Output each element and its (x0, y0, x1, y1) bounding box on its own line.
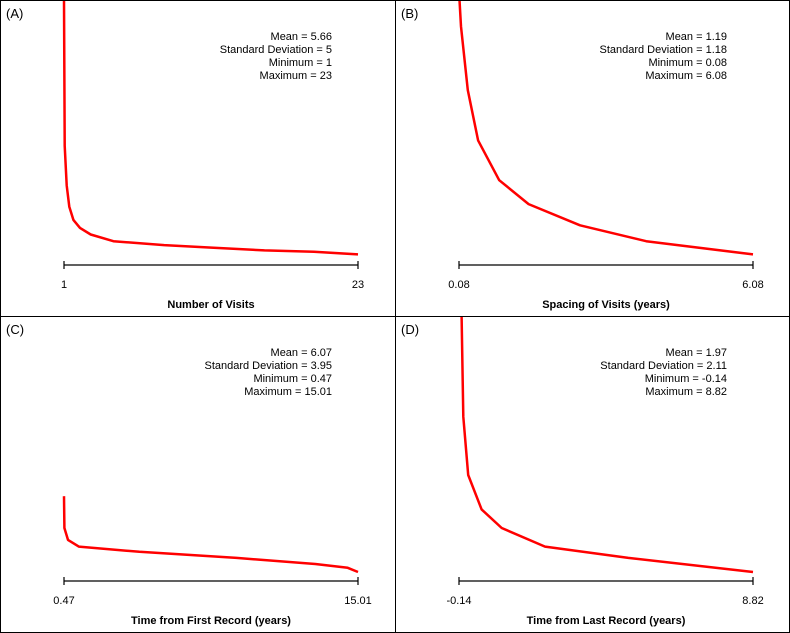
stat-line: Minimum = 0.08 (648, 57, 727, 69)
stat-line: Minimum = -0.14 (645, 373, 727, 385)
stat-line: Standard Deviation = 1.18 (599, 44, 727, 56)
stat-line: Mean = 1.97 (666, 347, 727, 359)
x-axis-title: Spacing of Visits (years) (542, 299, 670, 311)
density-curve (458, 1, 754, 256)
stat-line: Standard Deviation = 2.11 (600, 360, 727, 372)
stat-line: Maximum = 6.08 (645, 70, 727, 82)
x-tick-label: 15.01 (344, 595, 372, 607)
stat-line: Standard Deviation = 3.95 (204, 360, 332, 372)
panel-label: (B) (401, 6, 418, 21)
stat-line: Mean = 1.19 (666, 31, 727, 43)
x-tick-label: 0.47 (53, 595, 74, 607)
x-tick-label: 23 (352, 279, 364, 291)
x-tick-label: 8.82 (742, 595, 763, 607)
stat-line: Minimum = 1 (269, 57, 332, 69)
x-tick-label: -0.14 (446, 595, 471, 607)
stat-line: Mean = 5.66 (271, 31, 332, 43)
stat-line: Maximum = 15.01 (244, 386, 332, 398)
stat-line: Standard Deviation = 5 (220, 44, 332, 56)
panel-label: (D) (401, 322, 419, 337)
panel-label: (C) (6, 322, 24, 337)
stat-line: Minimum = 0.47 (253, 373, 332, 385)
stat-line: Mean = 6.07 (271, 347, 332, 359)
x-axis-title: Number of Visits (167, 299, 254, 311)
panel-label: (A) (6, 6, 23, 21)
stat-line: Maximum = 8.82 (645, 386, 727, 398)
x-tick-label: 6.08 (742, 279, 763, 291)
x-tick-label: 1 (61, 279, 67, 291)
x-axis-title: Time from Last Record (years) (527, 615, 686, 627)
density-curve (62, 496, 359, 574)
x-axis-title: Time from First Record (years) (131, 615, 291, 627)
density-curve (62, 1, 359, 256)
x-tick-label: 0.08 (448, 279, 469, 291)
stat-line: Maximum = 23 (260, 70, 332, 82)
density-curve (460, 317, 754, 574)
